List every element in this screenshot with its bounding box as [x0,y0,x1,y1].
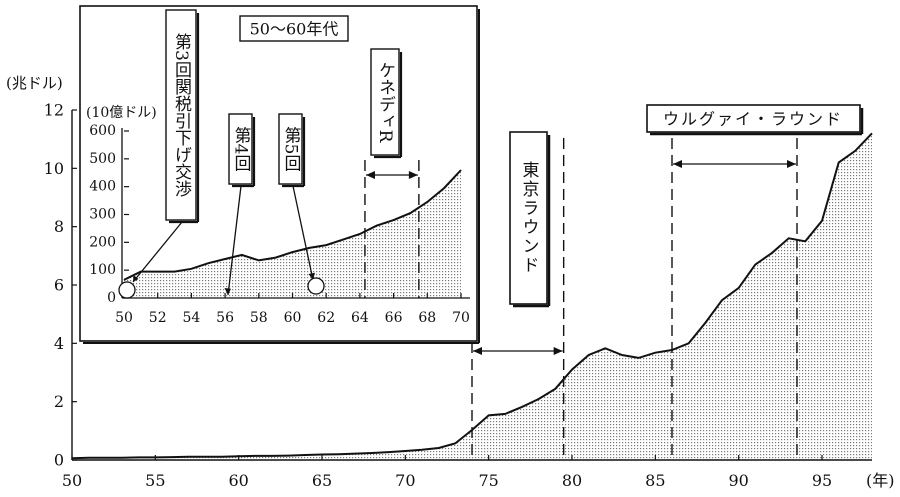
tokyo-round-label: 東京ラウンド [519,161,540,275]
main-y-tick-label: 2 [54,392,64,411]
inset-x-tick-label: 54 [182,310,200,326]
round-4-label: 第4回 [231,127,252,172]
inset-annotation-lines [364,160,420,298]
main-x-tick-label: 65 [312,471,332,490]
inset-y-tick-label: 200 [89,234,116,250]
inset-y-tick-label: 300 [89,207,116,223]
inset-y-tick-label: 100 [89,262,116,278]
inset-x-tick-label: 66 [385,310,403,326]
main-x-tick-label: 55 [145,471,165,490]
inset-x-tick-label: 62 [317,310,335,326]
main-x-tick-label: 90 [728,471,748,490]
main-x-tick-label: 70 [395,471,415,490]
inset-title: 50〜60年代 [250,20,339,39]
main-y-tick-label: 0 [54,451,64,470]
uruguay-round-label: ウルグァイ・ラウンド [663,110,843,129]
inset-y-unit: (10億ドル) [86,105,157,121]
main-range-arrowhead [473,347,482,355]
inset-x-tick-label: 70 [452,310,470,326]
main-y-ticks: 0 2 4 6 8 10 12 [44,101,77,470]
annotation-round-3: 第3回関税引下げ交渉 [165,9,200,224]
kennedy-round-label: ケネディR [375,62,395,144]
annotation-uruguay-round: ウルグァイ・ラウンド [646,104,864,136]
inset-x-tick-label: 60 [284,310,302,326]
inset-y-tick-label: 400 [89,179,116,195]
inset-x-tick-label: 56 [216,310,234,326]
annotation-round-4: 第4回 [228,113,256,188]
inset-y-ticks: 0 100 200 300 400 500 600 [89,123,129,306]
inset-x-tick-label: 64 [351,310,369,326]
main-x-tick-label: 95 [812,471,832,490]
main-x-tick-label: 80 [562,471,582,490]
inset-x-tick-label: 58 [250,310,268,326]
round-3-label: 第3回関税引下げ交渉 [171,33,192,197]
inset-range-arrowhead [365,171,375,179]
main-x-ticks: 50 55 60 65 70 75 80 85 90 95 [62,455,832,490]
main-range-arrowhead [553,347,563,355]
inset-title-box: 50〜60年代 [239,15,349,42]
inset-x-tick-label: 68 [418,310,436,326]
main-y-tick-label: 6 [54,276,64,295]
round-5-label: 第5回 [281,127,302,172]
main-y-unit: (兆ドル) [6,74,63,92]
annotation-round-5: 第5回 [278,113,306,188]
main-y-tick-label: 10 [44,159,64,178]
inset-y-tick-label: 500 [89,151,116,167]
annotation-kennedy-round: ケネディR [370,48,403,159]
inset-x-tick-label: 50 [115,310,133,326]
main-x-tick-label: 50 [62,471,82,490]
main-x-unit: (年) [866,471,895,490]
inset-x-tick-label: 52 [149,310,167,326]
main-x-tick-label: 75 [478,471,498,490]
main-y-tick-label: 12 [44,101,64,120]
annotation-tokyo-round: 東京ラウンド [509,131,551,308]
round-5-marker [307,277,325,295]
inset-area [124,170,461,298]
main-range-arrowhead [787,160,796,168]
main-x-tick-label: 60 [228,471,248,490]
round-3-marker [118,281,136,299]
main-y-tick-label: 4 [54,334,64,353]
main-range-arrowhead [673,160,682,168]
inset-line [123,169,462,281]
main-y-tick-label: 8 [54,217,64,236]
inset-range-arrowhead [408,171,418,179]
inset-x-ticks: 50 52 54 56 58 60 62 64 66 68 70 [115,293,470,326]
main-line [71,132,873,460]
main-x-tick-label: 85 [645,471,665,490]
round-pointers [118,185,325,299]
inset-chart: 50 52 54 56 58 60 62 64 66 68 70 0 100 200 300 400 500 6… [79,5,480,344]
inset-y-tick-label: 0 [107,290,116,306]
inset-y-tick-label: 600 [89,123,116,139]
